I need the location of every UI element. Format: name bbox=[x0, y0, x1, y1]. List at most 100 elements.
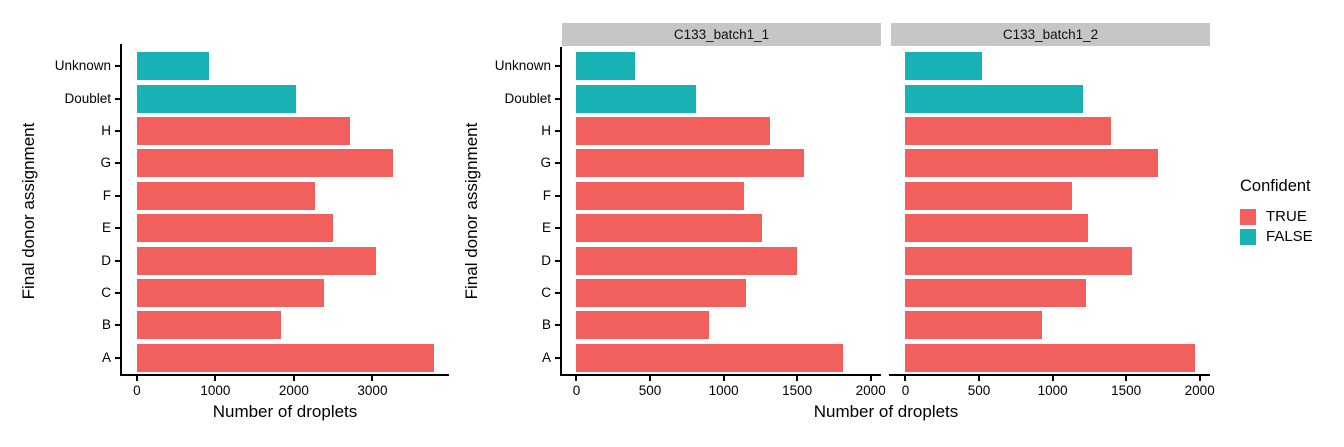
bar-C133_batch1_2-unknown bbox=[905, 52, 982, 81]
y-tick-mark-e bbox=[555, 227, 560, 230]
y-tick-label-d: D bbox=[101, 252, 111, 268]
x-tick-label-C133_batch1_2-500: 500 bbox=[967, 383, 991, 398]
legend-label-false: FALSE bbox=[1266, 228, 1313, 245]
legend-swatch-false bbox=[1240, 229, 1256, 245]
bar-C133_batch1_2-e bbox=[905, 214, 1088, 243]
x-tick-mark-combined-1000 bbox=[214, 376, 217, 381]
bar-C133_batch1_1-doublet bbox=[576, 84, 697, 113]
bar-C133_batch1_1-b bbox=[576, 311, 709, 340]
y-tick-label-unknown: Unknown bbox=[54, 58, 111, 74]
y-tick-mark-f bbox=[115, 194, 120, 197]
y-tick-label-g: G bbox=[100, 155, 111, 171]
bar-combined-f bbox=[136, 181, 316, 210]
y-tick-mark-d bbox=[115, 259, 120, 262]
x-axis-line-combined bbox=[120, 374, 449, 376]
x-tick-label-C133_batch1_1-0: 0 bbox=[572, 383, 581, 398]
y-tick-mark-doublet bbox=[555, 97, 560, 100]
bar-combined-g bbox=[136, 149, 393, 178]
y-tick-label-unknown: Unknown bbox=[494, 58, 551, 74]
y-tick-label-c: C bbox=[101, 285, 111, 300]
x-tick-mark-C133_batch1_1-1500 bbox=[796, 376, 799, 381]
bar-combined-c bbox=[136, 278, 325, 307]
y-tick-mark-h bbox=[115, 130, 120, 132]
y-tick-label-doublet: Doublet bbox=[504, 90, 551, 106]
bar-combined-a bbox=[136, 343, 435, 372]
y-tick-label-g: G bbox=[540, 155, 551, 171]
y-tick-label-e: E bbox=[541, 220, 551, 236]
y-tick-mark-h bbox=[555, 130, 560, 132]
y-tick-label-doublet: Doublet bbox=[64, 90, 111, 106]
bar-C133_batch1_1-e bbox=[576, 214, 762, 243]
bar-C133_batch1_1-c bbox=[576, 278, 747, 307]
facet-strip-batch1-2: C133_batch1_2 bbox=[891, 23, 1210, 46]
y-tick-mark-a bbox=[115, 356, 120, 359]
x-axis-line-C133_batch1_2 bbox=[889, 374, 1210, 376]
y-tick-mark-g bbox=[555, 162, 560, 165]
x-tick-mark-C133_batch1_1-500 bbox=[649, 376, 652, 381]
y-tick-label-c: C bbox=[541, 285, 551, 300]
x-tick-mark-C133_batch1_2-0 bbox=[904, 376, 907, 381]
bar-C133_batch1_1-d bbox=[576, 246, 798, 275]
x-axis-line-C133_batch1_1 bbox=[560, 374, 881, 376]
legend: Confident TRUE FALSE bbox=[1240, 176, 1313, 247]
y-tick-mark-a bbox=[555, 356, 560, 359]
bar-combined-b bbox=[136, 311, 281, 340]
y-tick-label-a: A bbox=[541, 349, 551, 365]
x-tick-label-combined-0: 0 bbox=[133, 383, 141, 398]
bar-combined-doublet bbox=[136, 84, 296, 113]
bar-C133_batch1_2-c bbox=[905, 278, 1087, 307]
y-tick-label-f: F bbox=[542, 187, 551, 203]
x-tick-label-C133_batch1_1-1000: 1000 bbox=[708, 383, 739, 398]
x-tick-label-C133_batch1_2-1500: 1500 bbox=[1111, 383, 1142, 398]
x-tick-mark-C133_batch1_2-500 bbox=[978, 376, 981, 381]
x-tick-label-C133_batch1_2-1000: 1000 bbox=[1037, 383, 1068, 398]
y-tick-mark-c bbox=[115, 292, 120, 294]
bar-combined-d bbox=[136, 246, 376, 275]
bar-C133_batch1_1-a bbox=[576, 343, 844, 372]
x-tick-mark-combined-3000 bbox=[371, 376, 374, 381]
bar-combined-h bbox=[136, 116, 350, 145]
bar-combined-e bbox=[136, 214, 334, 243]
y-tick-mark-unknown bbox=[115, 65, 120, 68]
y-tick-mark-f bbox=[555, 194, 560, 197]
y-tick-mark-c bbox=[555, 292, 560, 294]
y-axis-line-combined bbox=[120, 44, 122, 376]
y-tick-label-a: A bbox=[101, 349, 111, 365]
bar-C133_batch1_1-unknown bbox=[576, 52, 636, 81]
legend-label-true: TRUE bbox=[1266, 208, 1307, 225]
bar-C133_batch1_2-a bbox=[905, 343, 1196, 372]
x-tick-label-combined-1000: 1000 bbox=[200, 383, 231, 398]
bar-C133_batch1_2-b bbox=[905, 311, 1043, 340]
x-tick-mark-C133_batch1_1-2000 bbox=[869, 376, 872, 381]
legend-items: TRUE FALSE bbox=[1240, 207, 1313, 247]
y-tick-mark-b bbox=[555, 324, 560, 327]
legend-swatch-true bbox=[1240, 209, 1256, 225]
x-tick-mark-combined-0 bbox=[135, 376, 138, 381]
y-tick-mark-e bbox=[115, 227, 120, 230]
legend-item-false: FALSE bbox=[1240, 227, 1313, 247]
y-tick-label-b: B bbox=[541, 317, 551, 333]
x-tick-mark-C133_batch1_2-1500 bbox=[1125, 376, 1128, 381]
x-axis-title-left: Number of droplets bbox=[212, 402, 358, 421]
y-tick-label-h: H bbox=[541, 123, 551, 138]
y-tick-mark-unknown bbox=[555, 65, 560, 68]
x-axis-title-right: Number of droplets bbox=[813, 402, 959, 421]
y-axis-title-right: Final donor assignment bbox=[462, 122, 481, 300]
y-tick-label-h: H bbox=[101, 123, 111, 138]
y-axis-line-C133_batch1_1 bbox=[560, 47, 562, 376]
x-tick-label-C133_batch1_2-0: 0 bbox=[901, 383, 910, 398]
bar-C133_batch1_2-g bbox=[905, 149, 1158, 178]
y-tick-mark-b bbox=[115, 324, 120, 327]
facet-strip-batch1-1: C133_batch1_1 bbox=[562, 23, 881, 46]
x-tick-mark-C133_batch1_1-0 bbox=[575, 376, 578, 381]
y-tick-label-d: D bbox=[541, 252, 551, 268]
x-tick-mark-C133_batch1_2-2000 bbox=[1198, 376, 1201, 381]
legend-title: Confident bbox=[1240, 177, 1311, 195]
x-tick-mark-C133_batch1_2-1000 bbox=[1051, 376, 1054, 381]
x-tick-label-combined-2000: 2000 bbox=[278, 383, 309, 398]
bar-C133_batch1_2-f bbox=[905, 181, 1072, 210]
bar-C133_batch1_1-g bbox=[576, 149, 804, 178]
y-tick-mark-doublet bbox=[115, 97, 120, 100]
x-tick-label-C133_batch1_1-500: 500 bbox=[638, 383, 662, 398]
